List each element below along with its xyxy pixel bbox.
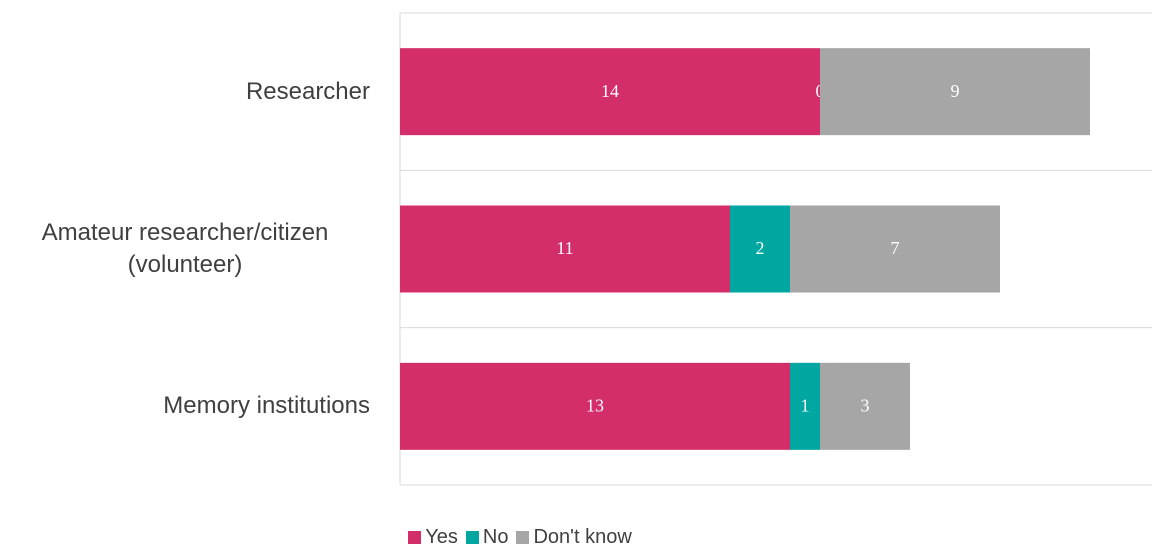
category-label: Researcher bbox=[245, 77, 370, 105]
legend-label: Don't know bbox=[533, 526, 632, 548]
data-label: 3 bbox=[861, 395, 870, 415]
legend-swatch bbox=[465, 531, 479, 544]
bar-segment bbox=[400, 362, 790, 450]
legend-label: Yes bbox=[425, 526, 458, 548]
bar-segment bbox=[400, 205, 730, 293]
data-label: 11 bbox=[556, 238, 573, 258]
data-label: 7 bbox=[891, 238, 900, 258]
bar-segment bbox=[790, 362, 820, 450]
legend-swatch bbox=[516, 531, 530, 544]
category-label: Memory institutions bbox=[163, 392, 370, 420]
data-label: 1 bbox=[801, 395, 810, 415]
bar-segment bbox=[730, 205, 790, 293]
bar-segment bbox=[400, 48, 820, 136]
bar-segment bbox=[820, 48, 1090, 136]
legend: Yes No Don't know bbox=[0, 526, 1040, 549]
data-label: 9 bbox=[951, 81, 960, 101]
legend-swatch bbox=[408, 531, 422, 544]
legend-item: Yes bbox=[408, 526, 458, 549]
bar-segment bbox=[790, 205, 1000, 293]
legend-item: No bbox=[465, 526, 509, 549]
chart: 140911271313 bbox=[399, 12, 1152, 486]
category-label: Amateur researcher/citizen (volunteer) bbox=[41, 219, 329, 278]
data-label: 14 bbox=[601, 81, 619, 101]
data-label: 13 bbox=[586, 395, 604, 415]
legend-label: No bbox=[482, 526, 509, 548]
bar-segment bbox=[820, 362, 910, 450]
legend-item: Don't know bbox=[516, 526, 632, 549]
data-label: 2 bbox=[756, 238, 765, 258]
